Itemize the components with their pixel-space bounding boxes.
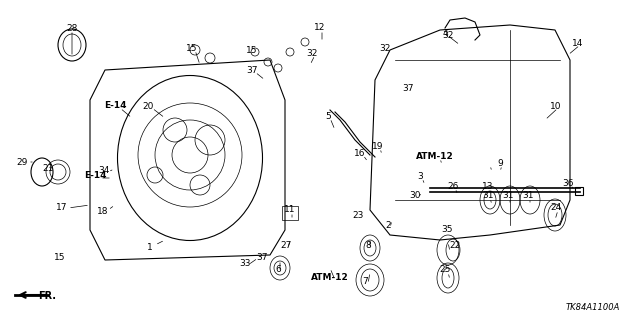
Text: 28: 28 [67, 23, 77, 33]
Text: 24: 24 [550, 204, 562, 212]
Text: FR.: FR. [38, 291, 56, 301]
Text: 13: 13 [483, 181, 493, 190]
Text: 21: 21 [42, 164, 54, 172]
Text: 18: 18 [97, 207, 109, 217]
Text: 11: 11 [284, 205, 296, 214]
Text: E-14: E-14 [84, 171, 106, 180]
Text: 37: 37 [403, 84, 413, 92]
Text: 37: 37 [246, 66, 258, 75]
Text: 20: 20 [142, 101, 154, 110]
Text: 19: 19 [372, 141, 384, 150]
Text: ATM-12: ATM-12 [416, 151, 454, 161]
Text: 22: 22 [449, 242, 461, 251]
Text: 6: 6 [275, 266, 281, 275]
Text: 32: 32 [380, 44, 390, 52]
Text: 31: 31 [522, 191, 534, 201]
Text: 4: 4 [442, 28, 448, 37]
Text: 10: 10 [550, 101, 562, 110]
Text: 26: 26 [447, 181, 459, 190]
Text: 16: 16 [355, 148, 365, 157]
Text: 12: 12 [314, 22, 326, 31]
Text: 25: 25 [439, 266, 451, 275]
Text: 15: 15 [54, 252, 66, 261]
Text: 1: 1 [147, 244, 153, 252]
Text: 15: 15 [186, 44, 198, 52]
Text: 33: 33 [239, 259, 251, 268]
Text: 35: 35 [441, 226, 452, 235]
Text: 27: 27 [280, 242, 292, 251]
Text: 32: 32 [307, 49, 317, 58]
Text: 30: 30 [409, 191, 420, 201]
Text: 23: 23 [352, 212, 364, 220]
Text: 9: 9 [497, 158, 503, 167]
Text: 5: 5 [325, 111, 331, 121]
Text: 14: 14 [572, 38, 584, 47]
FancyBboxPatch shape [575, 187, 583, 195]
Text: 15: 15 [246, 45, 258, 54]
Text: TK84A1100A: TK84A1100A [566, 303, 620, 312]
Text: 36: 36 [563, 179, 573, 188]
Text: 17: 17 [56, 204, 68, 212]
Text: 37: 37 [256, 253, 268, 262]
Text: 31: 31 [483, 191, 493, 201]
Text: 29: 29 [16, 157, 28, 166]
Text: ATM-12: ATM-12 [311, 274, 349, 283]
Text: 7: 7 [362, 277, 368, 286]
Text: 2: 2 [385, 221, 391, 230]
Text: 32: 32 [442, 30, 454, 39]
Text: 34: 34 [99, 165, 109, 174]
Text: E-14: E-14 [104, 100, 126, 109]
Text: 3: 3 [417, 172, 423, 180]
Text: 31: 31 [502, 191, 514, 201]
Text: 8: 8 [365, 242, 371, 251]
